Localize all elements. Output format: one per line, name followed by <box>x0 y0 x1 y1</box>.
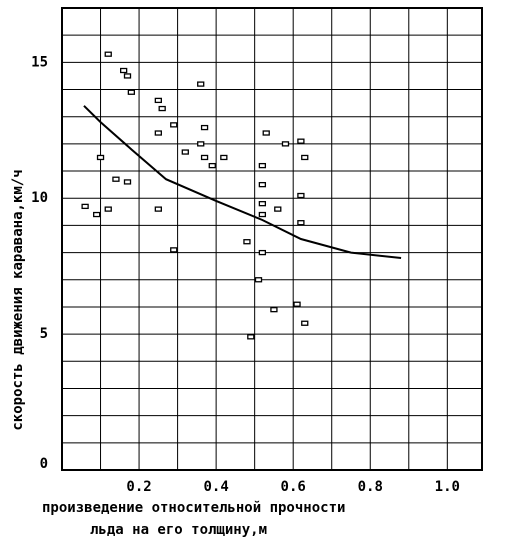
data-point <box>170 247 178 253</box>
data-point <box>220 154 228 161</box>
x-tick-label: 0.8 <box>358 479 383 495</box>
data-point <box>247 334 255 340</box>
data-point <box>274 206 282 212</box>
y-axis-label: скорость движения каравана,км/ч <box>10 169 26 430</box>
data-point <box>81 203 89 210</box>
x-axis-label: произведение относительной прочности <box>42 500 345 516</box>
data-point <box>112 176 120 182</box>
data-point <box>181 149 189 155</box>
data-point <box>104 206 112 212</box>
data-point <box>301 320 309 326</box>
data-point <box>200 124 209 131</box>
data-point <box>297 220 305 226</box>
data-point <box>297 138 305 144</box>
data-point <box>270 307 278 313</box>
data-point <box>258 181 267 188</box>
x-axis-label: льда на его толщину,м <box>90 522 267 538</box>
trend-curve <box>83 105 402 260</box>
data-point <box>104 51 112 57</box>
data-point <box>200 154 209 161</box>
y-tick-label: 0 <box>40 456 48 472</box>
y-tick-label: 15 <box>31 54 48 70</box>
data-point <box>96 154 105 161</box>
x-tick-label: 1.0 <box>435 479 460 495</box>
data-point <box>154 97 162 104</box>
data-point <box>123 179 132 185</box>
data-point <box>158 105 166 112</box>
data-point <box>301 154 309 161</box>
x-tick-label: 0.4 <box>203 479 228 495</box>
data-point <box>197 141 205 147</box>
data-point <box>154 206 162 212</box>
data-point <box>243 239 251 245</box>
data-point <box>258 249 267 256</box>
data-point <box>281 141 290 147</box>
data-point <box>258 201 267 207</box>
data-point <box>208 162 216 169</box>
data-point <box>154 130 162 136</box>
data-point <box>120 67 128 74</box>
data-point <box>297 192 305 199</box>
data-point <box>170 122 178 128</box>
y-tick-label: 10 <box>31 190 48 206</box>
data-point <box>197 81 205 87</box>
data-point <box>258 162 267 169</box>
plot-frame <box>61 7 483 471</box>
x-tick-label: 0.2 <box>126 479 151 495</box>
data-point <box>93 211 101 218</box>
x-tick-label: 0.6 <box>281 479 306 495</box>
data-point <box>258 211 267 218</box>
data-point <box>123 73 132 79</box>
data-point <box>262 130 270 136</box>
data-point <box>254 277 263 283</box>
data-point <box>127 89 136 95</box>
data-point <box>293 301 301 307</box>
y-tick-label: 5 <box>40 326 48 342</box>
